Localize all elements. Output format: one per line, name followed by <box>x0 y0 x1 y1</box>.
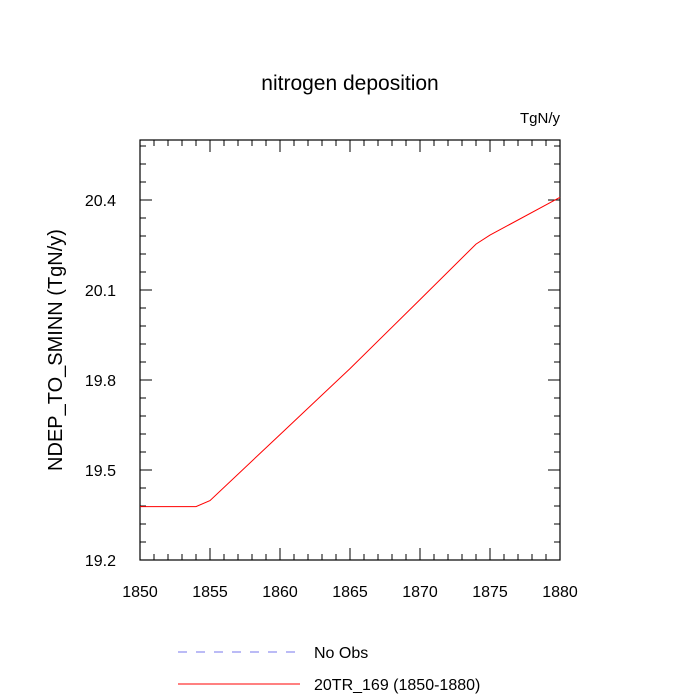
series-layer <box>140 196 561 508</box>
y-tick-label: 19.2 <box>85 553 116 570</box>
x-tick-label: 1850 <box>122 584 158 601</box>
x-tick-label: 1865 <box>332 584 368 601</box>
x-tick-label: 1875 <box>472 584 508 601</box>
y-axis-label: NDEP_TO_SMINN (TgN/y) <box>45 229 67 471</box>
series-line <box>140 196 561 508</box>
x-tick-label: 1870 <box>402 584 438 601</box>
units-label: TgN/y <box>520 110 561 127</box>
y-tick-label: 20.4 <box>85 193 116 210</box>
y-axis: 19.2 19.5 19.8 20.1 20.4 <box>85 145 560 570</box>
legend-label: No Obs <box>314 645 368 662</box>
x-tick-label: 1860 <box>262 584 298 601</box>
x-tick-label: 1880 <box>542 584 578 601</box>
legend: No Obs 20TR_169 (1850-1880) <box>178 645 480 694</box>
legend-label: 20TR_169 (1850-1880) <box>314 677 480 694</box>
plot-border <box>139 139 561 561</box>
x-tick-label: 1855 <box>192 584 228 601</box>
y-tick-label: 19.8 <box>85 373 116 390</box>
plot-frame <box>139 139 561 561</box>
y-tick-label: 20.1 <box>85 283 116 300</box>
y-tick-label: 19.5 <box>85 463 116 480</box>
chart-title: nitrogen deposition <box>261 72 438 95</box>
x-axis: 1850 1855 1860 1865 1870 1875 1880 <box>122 140 578 601</box>
